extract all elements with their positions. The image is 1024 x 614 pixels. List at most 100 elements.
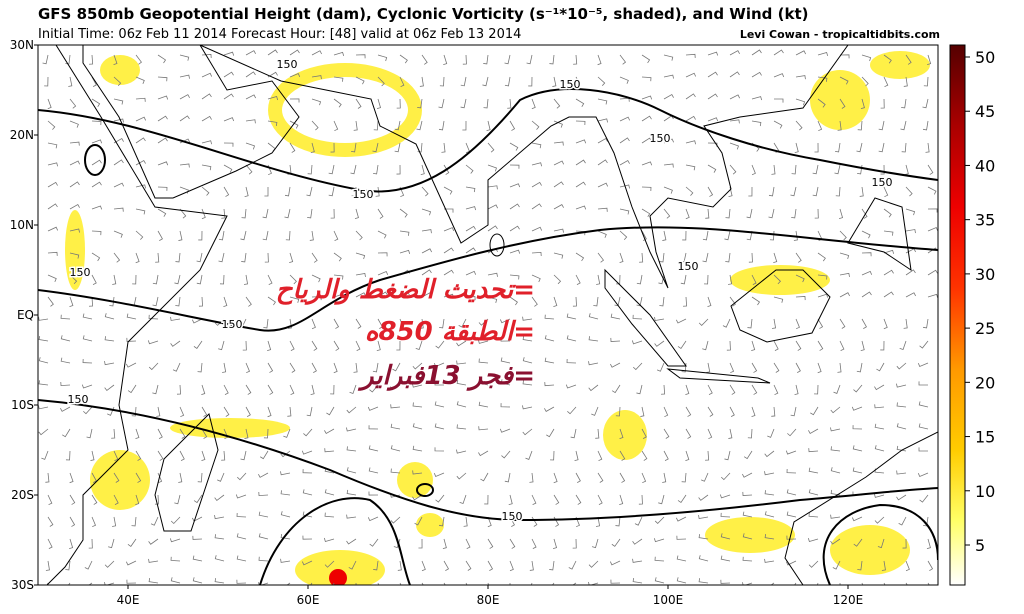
wind-barb <box>148 538 159 545</box>
wind-barb <box>157 428 163 439</box>
wind-barb <box>174 494 181 505</box>
wind-barb <box>218 230 225 241</box>
wind-barb <box>355 318 362 329</box>
wind-barb <box>443 560 450 571</box>
wind-barb <box>619 494 624 506</box>
wind-barb <box>817 120 823 132</box>
contour-label: 150 <box>277 58 298 71</box>
wind-barb <box>529 560 534 571</box>
wind-barb <box>729 71 740 78</box>
wind-barb <box>927 186 937 195</box>
wind-barb <box>878 120 885 131</box>
wind-barb <box>874 404 885 409</box>
wind-barb <box>346 406 357 414</box>
wind-barb <box>113 118 124 123</box>
wind-barb <box>419 76 424 87</box>
wind-barb <box>416 120 423 131</box>
wind-barb <box>170 340 181 347</box>
wind-barb <box>264 252 269 263</box>
wind-barb <box>883 291 894 298</box>
wind-barb <box>169 538 181 543</box>
wind-barb <box>421 54 428 65</box>
wind-barb <box>60 335 71 342</box>
wind-barb <box>531 274 541 283</box>
wind-barb <box>69 252 80 259</box>
wind-barb <box>91 76 97 87</box>
wind-barb <box>773 252 778 264</box>
wind-barb <box>435 340 445 349</box>
wind-barb <box>483 98 489 109</box>
wind-barb <box>575 159 586 166</box>
wind-barb <box>60 314 71 320</box>
wind-barb <box>830 427 841 432</box>
wind-barb <box>82 358 93 364</box>
wind-barb <box>522 335 533 342</box>
wind-barb <box>597 494 603 506</box>
wind-barb <box>47 226 59 232</box>
wind-barb <box>487 272 498 277</box>
wind-barb <box>421 560 426 572</box>
wind-barb <box>245 119 256 124</box>
wind-barb <box>157 208 167 217</box>
wind-barb <box>456 360 467 365</box>
wind-barb <box>553 274 562 285</box>
wind-barb <box>588 560 599 568</box>
wind-barb <box>683 296 688 307</box>
wind-barb <box>435 494 445 503</box>
wind-barb <box>157 76 168 82</box>
wind-barb <box>685 384 690 396</box>
wind-barb <box>927 208 938 213</box>
wind-barb <box>663 94 674 100</box>
wind-barb <box>236 579 247 584</box>
wind-barb <box>685 164 696 171</box>
wind-barb <box>284 208 291 219</box>
wind-barb <box>619 450 626 461</box>
colorbar-label: 15 <box>975 428 995 447</box>
wind-barb <box>245 94 257 100</box>
wind-barb <box>456 424 467 430</box>
title: GFS 850mb Geopotential Height (dam), Cyc… <box>38 5 809 23</box>
height-contours <box>38 88 938 585</box>
wind-barb <box>748 252 753 263</box>
wind-barb <box>125 560 137 566</box>
wind-barb <box>632 362 643 371</box>
wind-barb <box>795 75 806 80</box>
wind-barb <box>729 362 735 374</box>
wind-barb <box>47 516 54 527</box>
wind-barb <box>570 428 577 439</box>
wind-barb <box>487 560 494 571</box>
wind-barb <box>258 511 269 518</box>
wind-barb <box>902 538 907 549</box>
wind-barb <box>390 445 401 452</box>
wind-barb <box>610 362 621 368</box>
wind-barb <box>509 183 521 188</box>
wind-barb <box>267 384 274 395</box>
wind-barb <box>509 142 519 151</box>
wind-barb <box>109 296 115 307</box>
wind-barb <box>355 54 366 59</box>
wind-barb <box>746 230 753 241</box>
wind-barb <box>311 340 318 351</box>
wind-barb <box>152 384 159 395</box>
wind-barb <box>113 98 124 105</box>
wind-barb <box>89 54 94 65</box>
wind-barb <box>302 489 313 496</box>
wind-barb <box>641 428 647 439</box>
wind-barb <box>355 252 366 260</box>
wind-barb <box>135 494 140 506</box>
colorbar-label: 10 <box>975 482 995 501</box>
wind-barb <box>419 318 424 329</box>
wind-barb <box>553 494 560 505</box>
wind-barb <box>839 98 846 109</box>
wind-barb <box>487 185 498 190</box>
wind-barb <box>927 227 938 232</box>
wind-barb <box>324 489 335 496</box>
wind-barb <box>47 251 58 256</box>
wind-barb <box>90 450 95 461</box>
wind-barb <box>465 270 477 276</box>
wind-barb <box>126 337 137 342</box>
wind-barb <box>62 428 71 438</box>
wind-barb <box>817 318 824 329</box>
wind-barb <box>742 533 753 540</box>
wind-barb <box>135 208 146 215</box>
